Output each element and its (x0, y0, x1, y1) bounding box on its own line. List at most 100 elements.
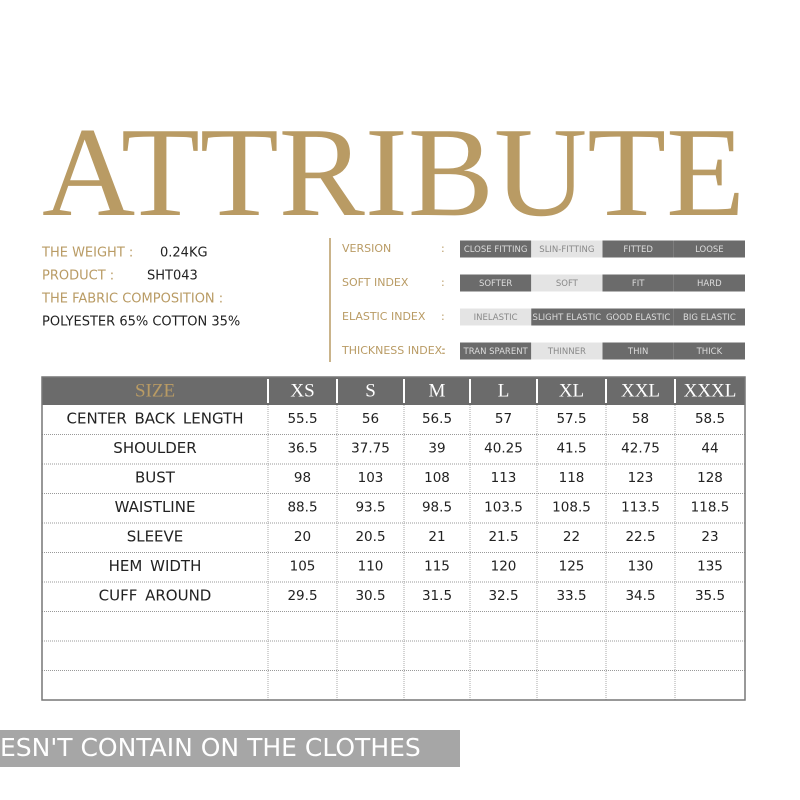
table-header-cell: L (498, 380, 510, 401)
attribute-label: VERSION (342, 242, 391, 255)
table-cell: 55.5 (287, 411, 317, 427)
info-value: 0.24KG (160, 246, 208, 261)
option-label: SOFTER (479, 279, 512, 289)
row-label: CENTER BACK LENGTH (67, 409, 244, 427)
option-box (531, 240, 603, 258)
attribute-separator: : (441, 344, 445, 357)
row-label: SLEEVE (127, 527, 184, 545)
title: ATTRIBUTE (42, 101, 745, 243)
option-box (460, 240, 532, 258)
info-label: THE FABRIC COMPOSITION : (41, 292, 223, 307)
table-header-cell: XL (559, 380, 584, 401)
table-cell: 103.5 (484, 499, 523, 515)
table-cell: 58.5 (695, 411, 725, 427)
row-label: HEM WIDTH (109, 557, 202, 575)
option-label: FITTED (623, 245, 653, 255)
table-header-cell: XXL (621, 380, 660, 401)
table-cell: 33.5 (556, 588, 586, 604)
table-cell: 118.5 (691, 499, 730, 515)
table-cell: 105 (290, 558, 316, 574)
option-box (531, 308, 603, 326)
table-cell: 30.5 (355, 588, 385, 604)
row-label: CUFF AROUND (99, 586, 212, 604)
table-cell: 115 (424, 558, 450, 574)
table-cell: 39 (428, 440, 445, 456)
table-cell: 36.5 (287, 440, 317, 456)
table-cell: 22 (563, 529, 580, 545)
table-header-cell: S (365, 380, 376, 401)
table-cell: 56.5 (422, 411, 452, 427)
table-cell: 118 (559, 470, 585, 486)
table-cell: 113.5 (621, 499, 660, 515)
row-label: SHOULDER (113, 439, 196, 457)
table-header-bg (42, 377, 745, 405)
table-cell: 37.75 (351, 440, 390, 456)
option-label: SLIGHT ELASTIC (533, 313, 602, 323)
table-cell: 123 (628, 470, 654, 486)
table-cell: 98.5 (422, 499, 452, 515)
table-cell: 103 (358, 470, 384, 486)
table-cell: 44 (701, 440, 718, 456)
option-box (460, 308, 532, 326)
option-box (460, 274, 532, 292)
option-label: GOOD ELASTIC (606, 313, 670, 323)
option-label: CLOSE FITTING (464, 245, 528, 255)
table-cell: 21.5 (488, 529, 518, 545)
table-cell: 34.5 (625, 588, 655, 604)
info-label: THE WEIGHT : (41, 246, 133, 261)
table-cell: 21 (428, 529, 445, 545)
table-cell: 108 (424, 470, 450, 486)
attribute-separator: : (441, 276, 445, 289)
table-cell: 58 (632, 411, 649, 427)
info-value: POLYESTER 65% COTTON 35% (42, 315, 240, 330)
table-cell: 88.5 (287, 499, 317, 515)
option-box (602, 342, 674, 360)
option-label: INELASTIC (474, 313, 518, 323)
table-cell: 20.5 (355, 529, 385, 545)
option-label: THINNER (547, 347, 586, 357)
row-label: WAISTLINE (115, 498, 196, 516)
table-cell: 20 (294, 529, 311, 545)
info-value: SHT043 (147, 269, 198, 284)
option-label: HARD (697, 279, 722, 289)
attribute-label: SOFT INDEX (342, 276, 409, 289)
table-cell: 40.25 (484, 440, 523, 456)
table-cell: 32.5 (488, 588, 518, 604)
option-label: SLIN-FITTING (539, 245, 594, 255)
attribute-separator: : (441, 310, 445, 323)
table-cell: 22.5 (625, 529, 655, 545)
table-cell: 23 (701, 529, 718, 545)
option-box (673, 274, 745, 292)
table-cell: 120 (491, 558, 517, 574)
table-cell: 98 (294, 470, 311, 486)
table-cell: 108.5 (552, 499, 591, 515)
attribute-label: THICKNESS INDEX: (341, 344, 446, 357)
table-header-cell: XXXL (684, 380, 737, 401)
option-box (531, 274, 603, 292)
option-box (673, 240, 745, 258)
table-border (41, 376, 746, 701)
option-box (460, 342, 532, 360)
info-label: PRODUCT : (42, 269, 114, 284)
option-label: LOOSE (695, 245, 724, 255)
table-cell: 29.5 (287, 588, 317, 604)
option-box (602, 308, 674, 326)
table-cell: 135 (697, 558, 723, 574)
table-cell: 56 (362, 411, 379, 427)
option-box (673, 308, 745, 326)
table-cell: 57 (495, 411, 512, 427)
option-box (602, 240, 674, 258)
banner-text: ESN'T CONTAIN ON THE CLOTHES (0, 733, 421, 762)
option-box (531, 342, 603, 360)
table-cell: 110 (358, 558, 384, 574)
banner-bg (0, 730, 460, 767)
attribute-label: ELASTIC INDEX (342, 310, 426, 323)
table-cell: 42.75 (621, 440, 660, 456)
option-box (673, 342, 745, 360)
option-label: THIN (627, 347, 648, 357)
table-cell: 93.5 (355, 499, 385, 515)
table-header-cell: SIZE (135, 380, 175, 401)
attribute-separator: : (441, 242, 445, 255)
table-cell: 41.5 (556, 440, 586, 456)
option-label: TRAN SPARENT (463, 347, 529, 357)
